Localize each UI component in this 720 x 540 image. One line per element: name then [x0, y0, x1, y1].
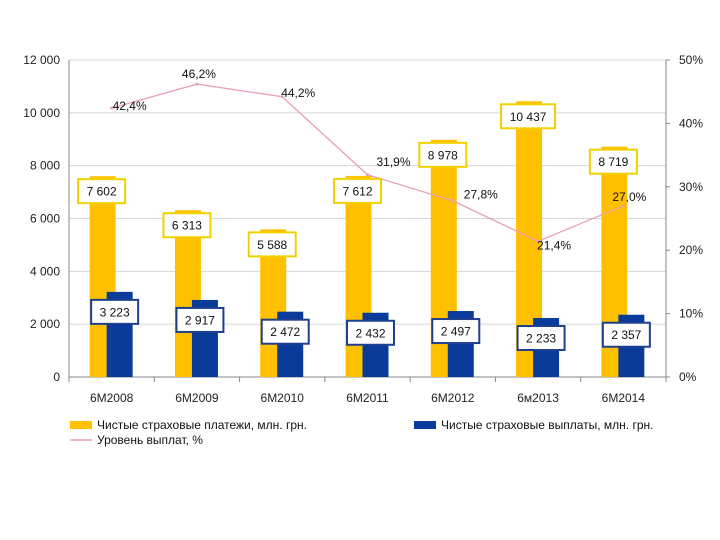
legend-label-level: Уровень выплат, %	[97, 433, 203, 447]
premium-label: 8 719	[598, 155, 628, 169]
payout-label-box	[260, 318, 310, 345]
payout-label-box	[346, 319, 395, 346]
payout-label-box	[431, 318, 481, 345]
y-right-tick-label: 40%	[679, 116, 703, 130]
x-tick-label: 6M2009	[175, 391, 219, 405]
premium-label: 7 602	[87, 185, 117, 199]
premium-label-box	[333, 177, 382, 204]
right-axis: 0% 10% 20% 30% 40% 50%	[666, 53, 703, 384]
payout-level-point	[621, 204, 625, 208]
y-left-tick-label: 6 000	[30, 212, 60, 226]
payout-level-point	[195, 82, 199, 86]
x-axis: 6M2008 6M2009 6M2010 6M2011 6M2012 6м2013 6M20…	[68, 377, 667, 405]
payout-line	[110, 82, 625, 243]
data-labels: 7 602 3 223 6 313 2 917 5 588 2 472 7 612 2 432…	[77, 67, 651, 352]
payout-level-label: 31,9%	[376, 155, 410, 169]
payout-label: 2 432	[355, 326, 385, 340]
legend-swatch-payouts	[414, 421, 436, 429]
payout-label: 2 357	[611, 328, 641, 342]
payout-level-label: 44,2%	[281, 86, 315, 100]
y-right-tick-label: 30%	[679, 180, 703, 194]
y-left-tick-label: 0	[53, 370, 60, 384]
payout-label-box	[90, 298, 140, 325]
payout-label: 2 917	[185, 313, 215, 327]
payout-level-label: 27,8%	[464, 188, 498, 202]
x-tick-label: 6M2010	[261, 391, 305, 405]
premium-label: 10 437	[510, 110, 547, 124]
premium-label: 5 588	[257, 238, 287, 252]
payout-label-box	[175, 306, 225, 333]
payout-level-label: 46,2%	[182, 67, 216, 81]
payout-level-point	[536, 239, 540, 243]
y-right-tick-label: 0%	[679, 370, 697, 384]
payout-label: 2 233	[526, 332, 556, 346]
payout-level-point	[110, 106, 114, 110]
payout-level-label: 21,4%	[537, 238, 571, 252]
payout-label: 3 223	[100, 305, 130, 319]
premium-label: 7 612	[342, 184, 372, 198]
x-tick-label: 6M2008	[90, 391, 134, 405]
payout-label-box	[601, 321, 651, 348]
premium-label-box	[418, 141, 468, 168]
premium-label-box	[247, 231, 297, 258]
premium-label-box	[588, 148, 638, 175]
legend: Чистые страховые платежи, млн. грн. Чисты…	[70, 418, 653, 447]
y-left-tick-label: 8 000	[30, 159, 60, 173]
left-axis: 0 2 000 4 000 6 000 8 000 10 000 12 000	[23, 53, 60, 384]
premium-label-box	[500, 103, 557, 130]
y-right-tick-label: 20%	[679, 243, 703, 257]
y-left-tick-label: 2 000	[30, 317, 60, 331]
payout-level-point	[280, 95, 284, 99]
x-tick-label: 6м2013	[517, 391, 559, 405]
payout-label: 2 497	[441, 325, 471, 339]
legend-swatch-premiums	[70, 421, 92, 429]
legend-label-payouts: Чистые страховые выплаты, млн. грн.	[441, 418, 653, 432]
payout-level-point	[451, 199, 455, 203]
y-right-tick-label: 50%	[679, 53, 703, 67]
premium-label-box	[77, 178, 127, 205]
payout-level-label: 27,0%	[612, 190, 646, 204]
payout-level-point	[366, 173, 369, 177]
y-left-tick-label: 10 000	[23, 106, 60, 120]
legend-label-premiums: Чистые страховые платежи, млн. грн.	[97, 418, 307, 432]
premium-label: 6 313	[172, 219, 202, 233]
y-right-tick-label: 10%	[679, 307, 703, 321]
payout-label-box	[516, 325, 566, 352]
payout-level-label: 42,4%	[113, 99, 147, 113]
premium-label-box	[162, 212, 212, 239]
x-tick-label: 6M2012	[431, 391, 475, 405]
payout-label: 2 472	[270, 325, 300, 339]
y-left-tick-label: 4 000	[30, 264, 60, 278]
premium-label: 8 978	[428, 148, 458, 162]
y-left-tick-label: 12 000	[23, 53, 60, 67]
x-tick-label: 6M2011	[346, 391, 389, 405]
x-tick-label: 6M2014	[602, 391, 646, 405]
